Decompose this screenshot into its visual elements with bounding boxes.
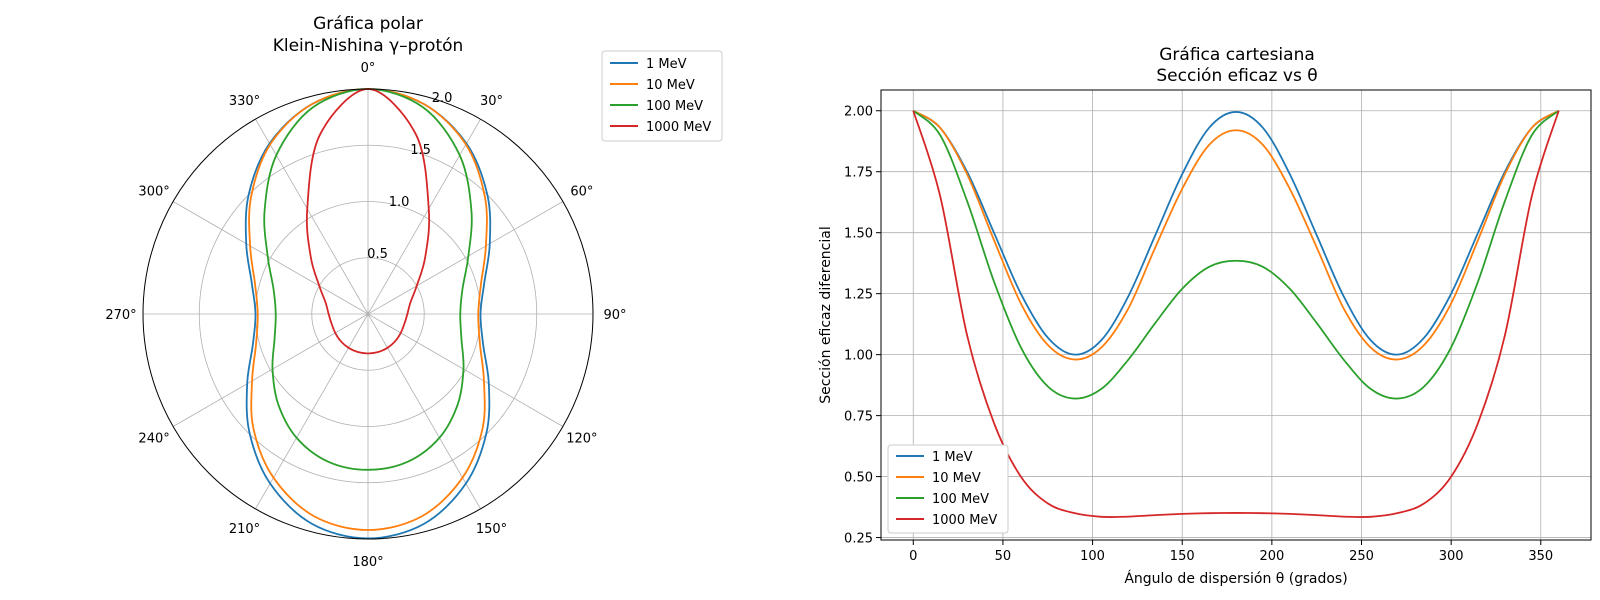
cartesian-x-axis-label: Ángulo de dispersión θ (grados): [1124, 570, 1347, 587]
polar-series-line-1-mev: [244, 88, 492, 540]
cartesian-y-tick-label-0-25: 0.25: [844, 532, 873, 547]
polar-title-line-1: Gráfica polar: [313, 14, 423, 34]
cartesian-series-line-10-mev: [912, 109, 1560, 361]
polar-tick-labels: 0° 30° 60° 90° 120° 150° 180° 210° 240° 270° 300° 3…: [105, 61, 626, 570]
polar-series-lines: [244, 88, 492, 540]
cartesian-axes-frame: [880, 89, 1592, 541]
cartesian-y-tick-label-1-25: 1.25: [844, 288, 873, 303]
cartesian-tick-labels: 0 50 100 150 200 250 300 350 0.25 0.50 0.75 1.00 1.2…: [844, 105, 1553, 564]
polar-title-line-2: Klein-Nishina γ–protón: [273, 36, 464, 56]
cartesian-series-lines: [912, 109, 1560, 518]
polar-angle-label-300: 300°: [138, 185, 169, 200]
polar-legend-label-100mev: 100 MeV: [646, 99, 703, 114]
polar-radius-label-0-5: 0.5: [367, 247, 388, 262]
cartesian-chart: Gráfica cartesiana Sección eficaz vs θ 0…: [818, 45, 1592, 587]
polar-legend: 1 MeV 10 MeV 100 MeV 1000 MeV: [601, 50, 723, 142]
cartesian-legend: 1 MeV 10 MeV 100 MeV 1000 MeV: [887, 444, 1009, 534]
polar-angle-label-330: 330°: [229, 94, 260, 109]
polar-angle-label-90: 90°: [603, 308, 626, 323]
polar-angle-label-240: 240°: [138, 432, 169, 447]
cartesian-title-line-1: Gráfica cartesiana: [1159, 45, 1315, 65]
polar-radius-label-2-0: 2.0: [432, 91, 453, 106]
cartesian-series-line-100-mev: [912, 110, 1560, 400]
cartesian-legend-frame: [887, 444, 1009, 534]
polar-series-line-1000-mev: [305, 88, 431, 355]
polar-ring-1-5: [198, 144, 538, 484]
cartesian-legend-label-1000mev: 1000 MeV: [932, 513, 997, 528]
polar-angle-label-180: 180°: [352, 555, 383, 570]
cartesian-title-line-2: Sección eficaz vs θ: [1156, 66, 1317, 86]
polar-series-line-100-mev: [263, 88, 473, 471]
cartesian-y-tick-label-1-50: 1.50: [844, 227, 873, 242]
cartesian-y-axis-label: Sección eficaz diferencial: [818, 226, 834, 404]
cartesian-y-tick-label-1-75: 1.75: [844, 166, 873, 181]
polar-legend-label-10mev: 10 MeV: [646, 78, 695, 93]
cartesian-x-tick-label-200: 200: [1259, 549, 1284, 564]
polar-legend-label-1mev: 1 MeV: [646, 57, 687, 72]
cartesian-x-tick-label-50: 50: [995, 549, 1012, 564]
cartesian-series-line-1-mev: [912, 109, 1560, 356]
polar-angle-label-150: 150°: [476, 522, 507, 537]
polar-angle-label-270: 270°: [105, 308, 136, 323]
cartesian-legend-label-10mev: 10 MeV: [932, 471, 981, 486]
polar-ring-0-5: [311, 257, 425, 371]
cartesian-legend-label-100mev: 100 MeV: [932, 492, 989, 507]
polar-radius-label-1-5: 1.5: [410, 143, 431, 158]
polar-angle-label-210: 210°: [229, 522, 260, 537]
polar-angle-label-120: 120°: [566, 432, 597, 447]
cartesian-x-tick-label-250: 250: [1349, 549, 1374, 564]
polar-angle-label-60: 60°: [570, 185, 593, 200]
cartesian-y-tick-label-0-50: 0.50: [844, 471, 873, 486]
cartesian-x-tick-label-300: 300: [1439, 549, 1464, 564]
cartesian-y-tick-label-1-00: 1.00: [844, 349, 873, 364]
polar-angle-label-30: 30°: [480, 94, 503, 109]
cartesian-y-tick-label-2-00: 2.00: [844, 105, 873, 120]
cartesian-legend-label-1mev: 1 MeV: [932, 450, 973, 465]
polar-radius-label-1-0: 1.0: [389, 195, 410, 210]
polar-angle-label-0: 0°: [361, 61, 376, 76]
polar-legend-label-1000mev: 1000 MeV: [646, 120, 711, 135]
polar-frame: [142, 88, 594, 540]
polar-chart: Gráfica polar Klein-Nishina γ–protón 0° 3…: [105, 14, 723, 570]
cartesian-x-tick-label-100: 100: [1080, 549, 1105, 564]
cartesian-x-tick-label-350: 350: [1528, 549, 1553, 564]
polar-grid: [143, 89, 593, 539]
cartesian-x-tick-label-0: 0: [909, 549, 917, 564]
polar-series-line-10-mev: [248, 88, 488, 531]
cartesian-x-tick-label-150: 150: [1170, 549, 1195, 564]
cartesian-y-tick-label-0-75: 0.75: [844, 410, 873, 425]
polar-legend-frame: [601, 50, 723, 142]
